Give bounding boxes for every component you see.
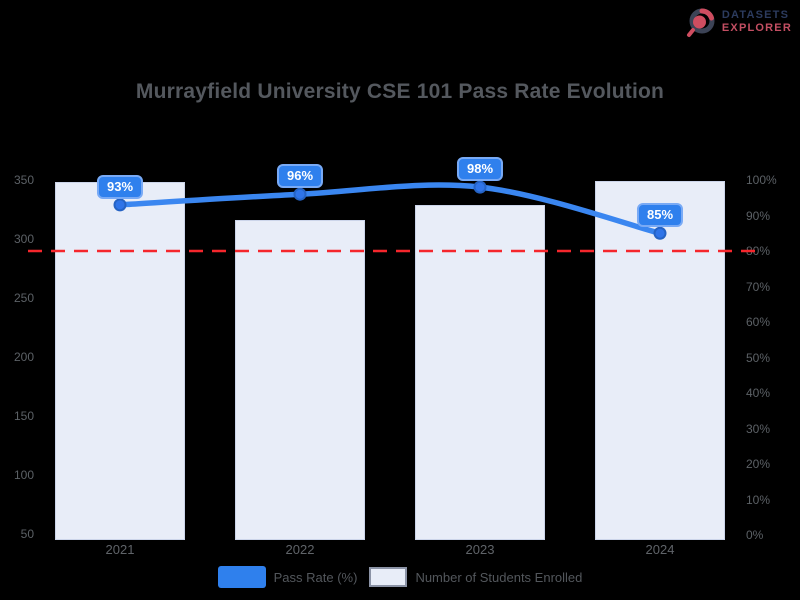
x-axis-label: 2023 [465,542,495,557]
data-label-badge: 85% [636,203,684,228]
left-axis-tick: 200 [13,350,34,364]
right-axis-tick: 30% [746,421,771,436]
right-axis-tick: 100% [746,173,777,187]
right-axis-tick: 20% [746,457,771,471]
right-axis-tick: 50% [746,350,771,365]
data-point-marker [293,187,307,201]
right-axis-tick: 80% [746,244,771,258]
x-axis-label: 2022 [285,542,315,557]
chart-title: Murrayfield University CSE 101 Pass Rate… [135,80,665,103]
legend-swatch-bar [369,567,408,587]
left-axis-tick: 100 [13,468,34,482]
right-axis-tick: 70% [746,279,771,294]
legend: Pass Rate (%) Number of Students Enrolle… [0,566,800,588]
bar [595,181,725,540]
bar [55,182,185,540]
donut-chart-icon [686,6,716,38]
legend-label-students: Number of Students Enrolled [415,569,583,585]
left-axis-tick: 50 [20,527,34,541]
x-axis-label: 2021 [105,542,135,557]
data-point-marker [473,180,487,194]
left-axis-tick: 300 [13,232,34,246]
legend-label-pass-rate: Pass Rate (%) [273,569,358,585]
right-axis-tick: 10% [746,492,771,507]
right-axis-tick: 60% [746,315,771,329]
left-axis-tick: 250 [13,291,34,305]
data-label-badge: 93% [96,174,144,199]
bar [235,220,365,540]
left-axis-tick: 150 [13,409,34,423]
right-axis-tick: 90% [746,208,771,223]
logo-text: DATASETS EXPLORER [722,9,792,35]
right-axis-tick: 40% [746,386,771,400]
right-axis-tick: 0% [746,528,764,542]
logo: DATASETS EXPLORER [686,6,792,38]
legend-item-pass-rate: Pass Rate (%) [217,566,358,588]
x-axis-label: 2024 [645,542,675,557]
legend-swatch-line [217,566,266,588]
data-label-badge: 96% [276,164,324,189]
left-axis-tick: 350 [13,173,34,187]
bar [415,204,545,540]
pass-rate-line [117,182,663,236]
data-label-badge: 98% [456,157,504,182]
logo-line2: EXPLORER [721,22,792,34]
logo-line1: DATASETS [721,9,790,21]
legend-item-students: Number of Students Enrolled [369,567,582,587]
